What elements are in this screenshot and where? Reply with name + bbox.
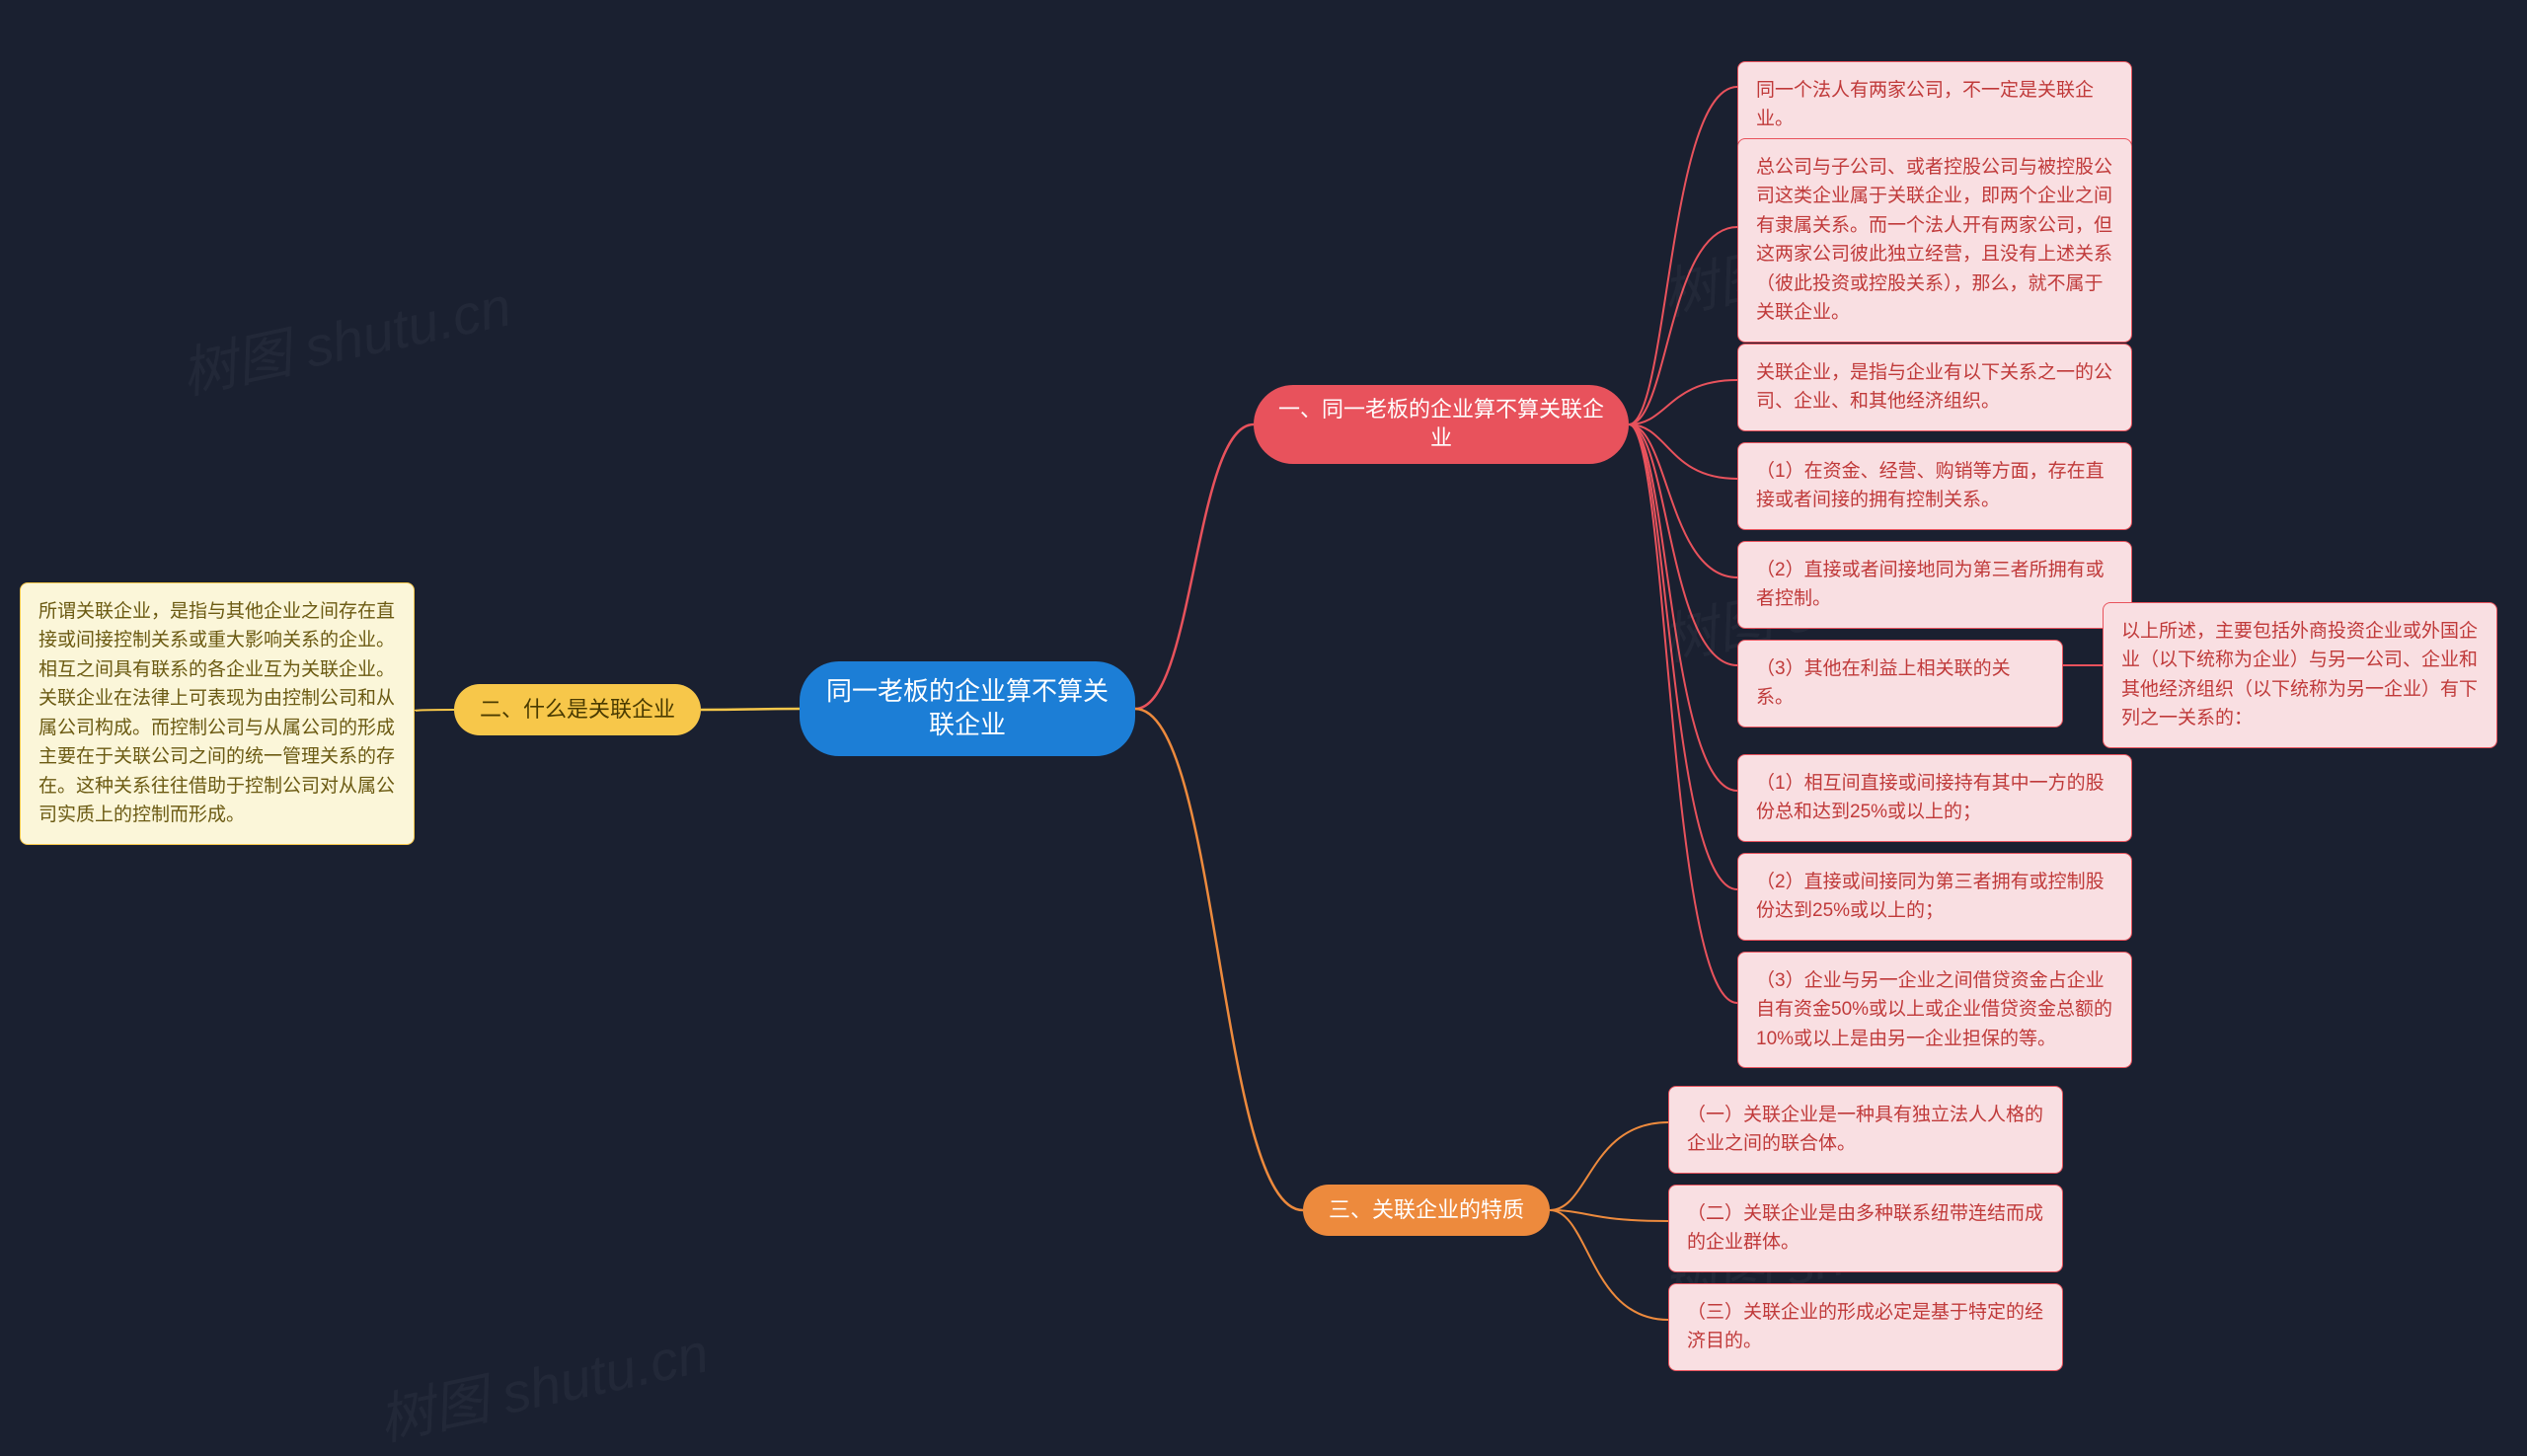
leaf-node[interactable]: （2）直接或者间接地同为第三者所拥有或者控制。: [1737, 541, 2132, 629]
watermark: 树图 shutu.cn: [173, 263, 517, 411]
leaf-node[interactable]: （3）其他在利益上相关联的关系。: [1737, 640, 2063, 728]
leaf-node[interactable]: （3）企业与另一企业之间借贷资金占企业自有资金50%或以上或企业借贷资金总额的1…: [1737, 952, 2132, 1068]
branch-node-b2[interactable]: 二、什么是关联企业: [454, 684, 701, 735]
branch-node-b3[interactable]: 三、关联企业的特质: [1303, 1185, 1550, 1236]
leaf-node[interactable]: 同一个法人有两家公司，不一定是关联企业。: [1737, 61, 2132, 149]
leaf-node[interactable]: （三）关联企业的形成必定是基于特定的经济目的。: [1668, 1283, 2063, 1371]
leaf-node[interactable]: （1）相互间直接或间接持有其中一方的股份总和达到25%或以上的；: [1737, 754, 2132, 842]
leaf-node[interactable]: （二）关联企业是由多种联系纽带连结而成的企业群体。: [1668, 1185, 2063, 1272]
leaf-node[interactable]: （2）直接或间接同为第三者拥有或控制股份达到25%或以上的；: [1737, 853, 2132, 941]
leaf-node[interactable]: 总公司与子公司、或者控股公司与被控股公司这类企业属于关联企业，即两个企业之间有隶…: [1737, 138, 2132, 343]
leaf-node[interactable]: （一）关联企业是一种具有独立法人人格的企业之间的联合体。: [1668, 1086, 2063, 1174]
leaf-node[interactable]: 所谓关联企业，是指与其他企业之间存在直接或间接控制关系或重大影响关系的企业。相互…: [20, 582, 415, 845]
watermark: 树图 shutu.cn: [370, 1309, 715, 1456]
root-node[interactable]: 同一老板的企业算不算关 联企业: [800, 661, 1135, 756]
leaf-node[interactable]: （1）在资金、经营、购销等方面，存在直接或者间接的拥有控制关系。: [1737, 442, 2132, 530]
leaf-node[interactable]: 关联企业，是指与企业有以下关系之一的公司、企业、和其他经济组织。: [1737, 344, 2132, 431]
leaf-node-sub[interactable]: 以上所述，主要包括外商投资企业或外国企业（以下统称为企业）与另一公司、企业和其他…: [2103, 602, 2497, 748]
branch-node-b1[interactable]: 一、同一老板的企业算不算关联企 业: [1254, 385, 1629, 464]
